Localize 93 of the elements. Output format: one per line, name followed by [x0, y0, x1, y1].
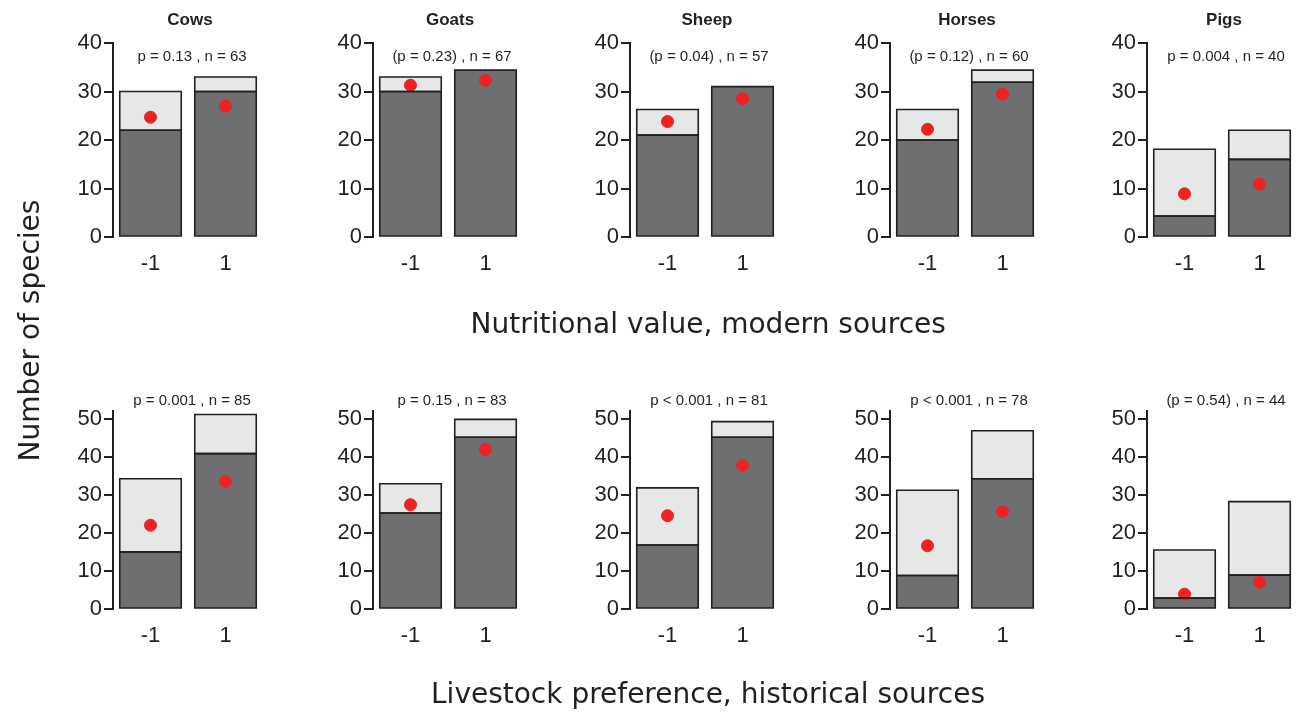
text: p < 0.001 , n = 78: [910, 391, 1028, 409]
y-axis-title: Number of species: [13, 199, 47, 461]
chart-title: Horses: [938, 9, 996, 29]
y-tick-label: 50: [337, 404, 362, 430]
annotation: (p = 0.04) , n = 57: [649, 47, 769, 65]
y-tick-label: 10: [337, 556, 362, 582]
y-tick-label: 50: [854, 404, 879, 430]
x-tick-label: -1: [657, 622, 678, 648]
y-tick-label: 10: [77, 556, 102, 582]
x-axis-title: Nutritional value, modern sources: [470, 307, 946, 340]
y-tick-label: 30: [1111, 77, 1136, 103]
x-tick-label: -1: [140, 250, 161, 276]
x-tick-label: -1: [1174, 250, 1195, 276]
y-tick-label: 20: [77, 518, 102, 544]
text: p = 0.15 , n = 83: [397, 391, 507, 409]
y-tick-label: 10: [337, 174, 362, 200]
y-tick-label: 40: [77, 442, 102, 468]
y-tick-label: 10: [1111, 556, 1136, 582]
annotation: (p = 0.23) , n = 67: [392, 47, 512, 65]
y-tick-label: 30: [594, 77, 619, 103]
y-tick-label: 10: [854, 556, 879, 582]
y-tick-label: 10: [854, 174, 879, 200]
x-tick-label: 1: [1253, 622, 1266, 648]
y-tick-label: 30: [77, 77, 102, 103]
x-tick-label: -1: [657, 250, 678, 276]
x-tick-label: 1: [996, 250, 1009, 276]
annotation: p = 0.004 , n = 40: [1167, 47, 1285, 65]
y-tick-label: 40: [1111, 29, 1136, 55]
y-tick-label: 0: [89, 595, 102, 621]
annotation: (p = 0.12) , n = 60: [909, 47, 1029, 65]
y-tick-label: 40: [854, 442, 879, 468]
y-tick-label: 0: [349, 595, 362, 621]
text: (p = 0.54) , n = 44: [1166, 391, 1286, 409]
y-tick-label: 30: [77, 480, 102, 506]
y-tick-label: 20: [854, 518, 879, 544]
x-tick-label: 1: [1253, 250, 1266, 276]
y-tick-label: 20: [854, 126, 879, 152]
y-tick-label: 30: [594, 480, 619, 506]
y-tick-label: 20: [1111, 126, 1136, 152]
y-tick-label: 50: [594, 404, 619, 430]
y-tick-label: 20: [594, 126, 619, 152]
x-tick-label: -1: [1174, 622, 1195, 648]
y-tick-label: 20: [594, 518, 619, 544]
x-tick-label: 1: [479, 250, 492, 276]
x-tick-label: 1: [996, 622, 1009, 648]
y-tick-label: 40: [77, 29, 102, 55]
x-tick-label: 1: [479, 622, 492, 648]
y-tick-label: 40: [854, 29, 879, 55]
chart-title: Cows: [167, 9, 213, 29]
y-tick-label: 40: [337, 29, 362, 55]
y-tick-label: 0: [89, 223, 102, 249]
chart-title: Sheep: [681, 9, 733, 29]
chart-title: Goats: [425, 9, 475, 29]
y-tick-label: 40: [594, 29, 619, 55]
x-axis-title: Livestock preference, historical sources: [431, 677, 985, 710]
x-tick-label: 1: [219, 622, 232, 648]
y-tick-label: 0: [866, 595, 879, 621]
x-tick-label: -1: [400, 250, 421, 276]
chart-title: Pigs: [1206, 9, 1242, 29]
y-tick-label: 0: [349, 223, 362, 249]
x-tick-label: -1: [917, 622, 938, 648]
y-tick-label: 30: [854, 77, 879, 103]
y-tick-label: 0: [866, 223, 879, 249]
y-tick-label: 10: [1111, 174, 1136, 200]
x-tick-label: -1: [400, 622, 421, 648]
y-tick-label: 10: [594, 556, 619, 582]
y-tick-label: 0: [1123, 595, 1136, 621]
y-tick-label: 40: [594, 442, 619, 468]
text: p = 0.001 , n = 85: [133, 391, 251, 409]
text: p < 0.001 , n = 81: [650, 391, 768, 409]
x-tick-label: -1: [917, 250, 938, 276]
y-tick-label: 50: [1111, 404, 1136, 430]
y-tick-label: 50: [77, 404, 102, 430]
y-tick-label: 40: [1111, 442, 1136, 468]
y-tick-label: 10: [594, 174, 619, 200]
y-tick-label: 20: [337, 518, 362, 544]
y-tick-label: 20: [337, 126, 362, 152]
y-tick-label: 0: [606, 223, 619, 249]
y-tick-label: 10: [77, 174, 102, 200]
y-tick-label: 30: [337, 77, 362, 103]
y-tick-label: 30: [854, 480, 879, 506]
x-tick-label: 1: [219, 250, 232, 276]
x-tick-label: -1: [140, 622, 161, 648]
y-tick-label: 0: [1123, 223, 1136, 249]
y-tick-label: 30: [337, 480, 362, 506]
y-tick-label: 40: [337, 442, 362, 468]
y-tick-label: 0: [606, 595, 619, 621]
y-tick-label: 20: [1111, 518, 1136, 544]
y-tick-label: 30: [1111, 480, 1136, 506]
annotation: p = 0.13 , n = 63: [137, 47, 247, 65]
x-tick-label: 1: [736, 250, 749, 276]
x-tick-label: 1: [736, 622, 749, 648]
y-tick-label: 20: [77, 126, 102, 152]
